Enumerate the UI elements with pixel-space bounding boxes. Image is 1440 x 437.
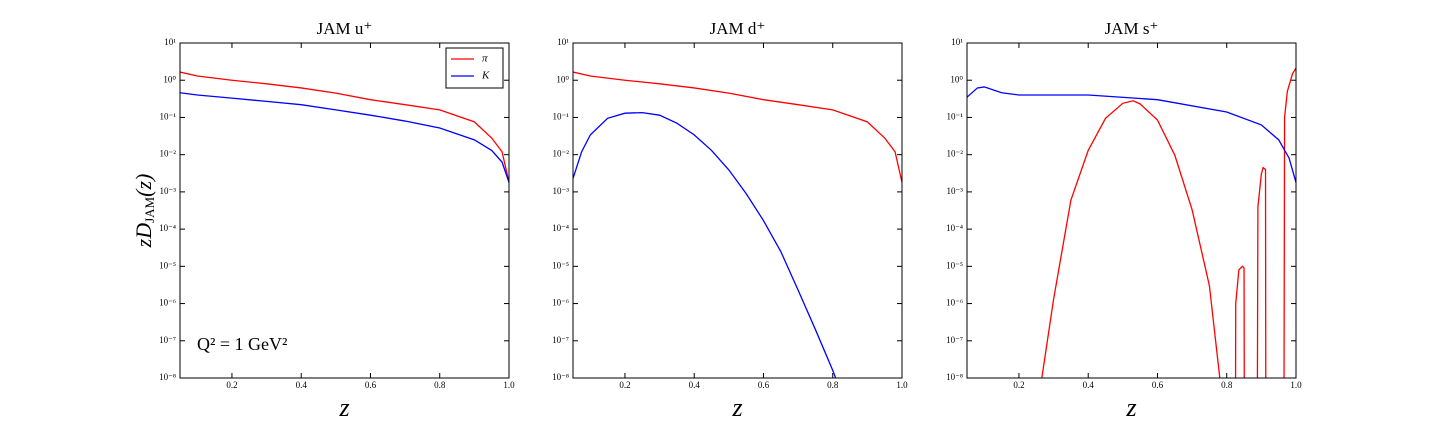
x-axis-label: z: [338, 393, 349, 422]
y-tick-label: 10⁻⁸: [159, 372, 176, 382]
x-tick-label: 0.2: [226, 380, 237, 390]
y-tick-label: 10¹: [557, 37, 569, 47]
y-tick-label: 10⁻¹: [160, 112, 177, 122]
y-tick-label: 10⁻⁶: [946, 298, 963, 308]
y-label-sub: JAM: [142, 196, 157, 222]
series-line: [180, 92, 509, 183]
x-tick-label: 0.4: [296, 380, 308, 390]
y-tick-label: 10¹: [164, 37, 176, 47]
x-tick-label: 0.8: [434, 380, 446, 390]
y-tick-label: 10⁻⁸: [946, 372, 963, 382]
y-tick-label: 10⁻⁴: [552, 223, 569, 233]
y-tick-label: 10⁻³: [553, 186, 570, 196]
y-tick-label: 10⁻⁴: [159, 223, 176, 233]
chart-title: JAM d⁺: [710, 19, 766, 38]
y-axis-label: zDJAM(z): [131, 174, 157, 249]
y-tick-label: 10⁻⁶: [552, 298, 569, 308]
y-tick-label: 10⁻⁵: [946, 260, 963, 270]
y-tick-label: 10⁻⁵: [159, 260, 176, 270]
plot-frame: [966, 42, 1297, 379]
chart-title: JAM u⁺: [317, 19, 373, 38]
y-tick-label: 10⁻²: [160, 149, 177, 159]
y-tick-label: 10⁻⁷: [946, 335, 963, 345]
x-axis-label: z: [731, 393, 742, 422]
x-tick-label: 0.2: [619, 380, 630, 390]
y-tick-label: 10⁻⁷: [159, 335, 176, 345]
series-line: [1041, 67, 1296, 378]
y-tick-label: 10⁰: [556, 74, 569, 84]
legend-label: K: [481, 70, 490, 82]
y-label-main: zD: [131, 223, 156, 249]
y-tick-label: 10⁻⁵: [552, 260, 569, 270]
x-tick-label: 0.6: [1152, 380, 1164, 390]
x-tick-label: 0.2: [1013, 380, 1024, 390]
x-tick-label: 1.0: [1290, 380, 1302, 390]
y-tick-label: 10⁻⁴: [946, 223, 963, 233]
series-line: [180, 71, 509, 183]
y-tick-label: 10⁰: [163, 74, 176, 84]
x-tick-label: 0.8: [827, 380, 839, 390]
series-line: [573, 111, 837, 378]
series-line: [573, 71, 902, 183]
plot-frame: [179, 42, 510, 379]
x-tick-label: 1.0: [503, 380, 515, 390]
y-tick-label: 10⁰: [950, 74, 963, 84]
legend-box: [445, 47, 504, 89]
annotation: Q² = 1 GeV²: [197, 334, 287, 354]
y-tick-label: 10⁻⁸: [552, 372, 569, 382]
y-tick-label: 10⁻³: [947, 186, 964, 196]
y-tick-label: 10¹: [951, 37, 963, 47]
x-tick-label: 0.4: [689, 380, 701, 390]
plot-frame: [572, 42, 903, 379]
y-tick-label: 10⁻⁶: [159, 298, 176, 308]
y-tick-label: 10⁻²: [553, 149, 570, 159]
y-label-end: (z): [131, 174, 156, 197]
x-tick-label: 0.6: [758, 380, 770, 390]
series-line: [967, 86, 1296, 183]
x-tick-label: 0.6: [365, 380, 377, 390]
x-tick-label: 0.8: [1221, 380, 1233, 390]
y-tick-label: 10⁻¹: [553, 112, 570, 122]
x-tick-label: 0.4: [1083, 380, 1095, 390]
y-tick-label: 10⁻¹: [947, 112, 964, 122]
y-tick-label: 10⁻³: [160, 186, 177, 196]
y-tick-label: 10⁻⁷: [552, 335, 569, 345]
chart-title: JAM s⁺: [1105, 19, 1159, 38]
y-tick-label: 10⁻²: [947, 149, 964, 159]
x-axis-label: z: [1125, 393, 1136, 422]
x-tick-label: 1.0: [896, 380, 908, 390]
legend-label: π: [482, 53, 488, 65]
